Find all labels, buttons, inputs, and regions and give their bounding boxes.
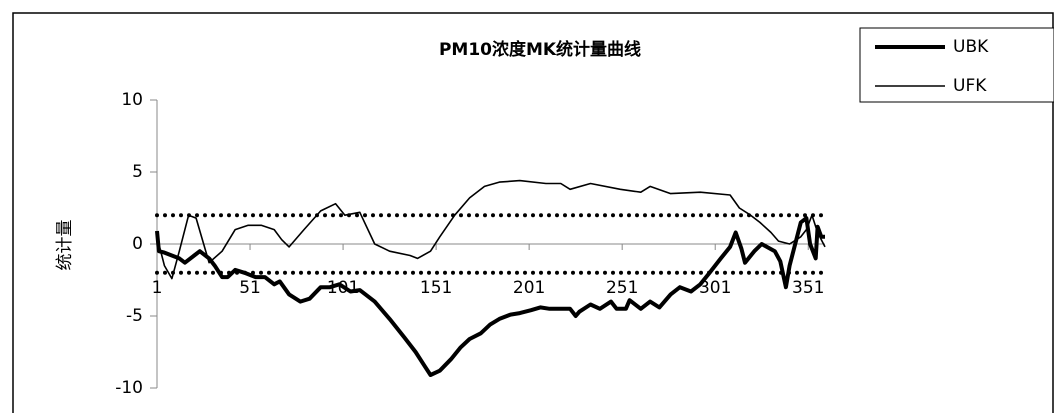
x-tick-label: 251 [606,278,638,298]
y-tick-label: 5 [132,162,143,182]
y-tick-label: -10 [115,378,143,398]
x-tick-label: 301 [699,278,731,298]
legend-label: UFK [953,76,987,96]
y-axis-label: 统计量 [55,220,75,271]
series-line [155,216,825,377]
legend-box [859,27,1054,103]
x-tick-label: 201 [513,278,545,298]
x-tick-label: 351 [792,278,824,298]
legend-label: UBK [953,37,989,57]
x-tick-label: 151 [420,278,452,298]
y-tick-label: -5 [126,306,143,326]
series-line [156,179,826,280]
y-tick-label: 0 [132,234,143,254]
x-tick-label: 1 [152,278,163,298]
chart-title: PM10浓度MK统计量曲线 [439,39,641,60]
y-tick-label: 10 [121,90,143,110]
x-tick-label: 51 [239,278,261,298]
